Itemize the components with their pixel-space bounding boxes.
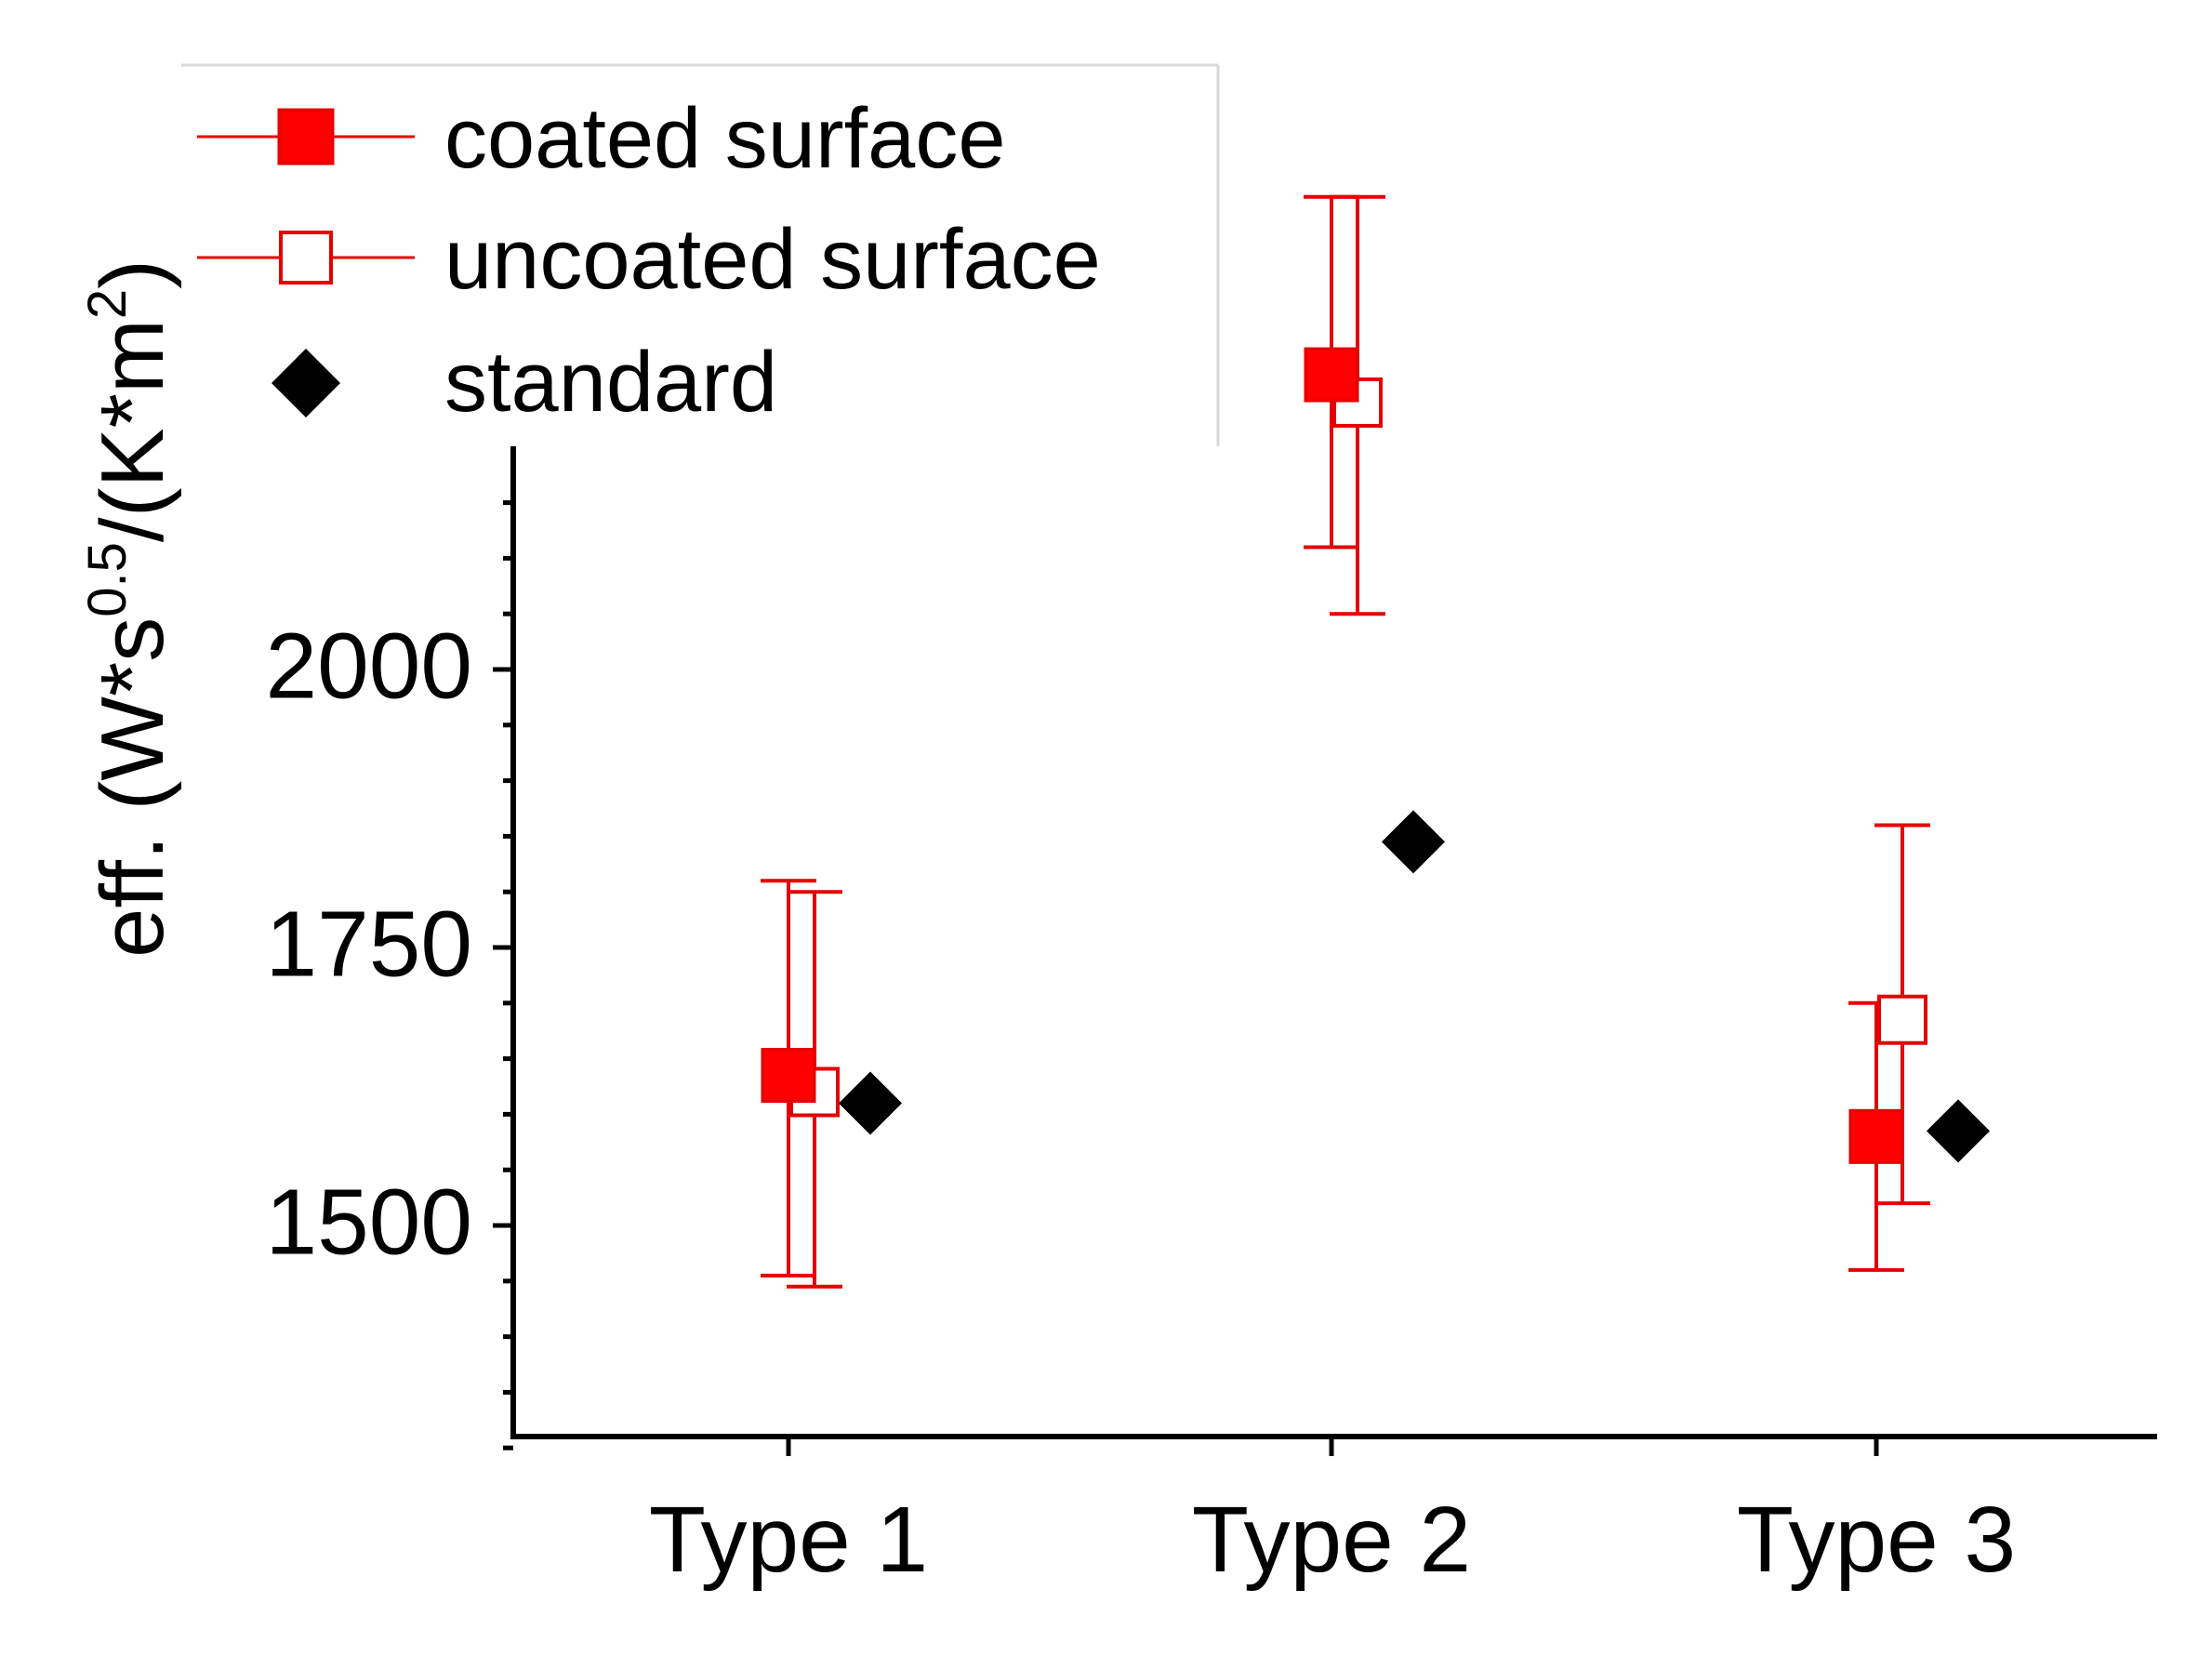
legend-background — [181, 65, 1218, 446]
plot-marks — [761, 194, 1990, 1289]
legend-label-standard: standard — [444, 335, 777, 430]
x-category-label: Type 2 — [1192, 1488, 1471, 1592]
legend-label-coated: coated surface — [444, 91, 1005, 186]
y-axis-title-suffix: ) — [83, 259, 182, 289]
y-axis-title: eff. (W*s0.5/(K*m2) — [77, 259, 182, 958]
y-tick-label: 1750 — [266, 892, 472, 996]
x-category-labels: Type 1 Type 2 Type 3 — [649, 1488, 2016, 1592]
y-axis-title-sup1: 0.5 — [77, 542, 138, 617]
y-tick-labels: 1500 1750 2000 — [266, 614, 472, 1274]
y-axis-title-prefix: eff. (W*s — [83, 617, 182, 958]
y-tick-label: 1500 — [266, 1170, 472, 1274]
y-tick-label: 2000 — [266, 614, 472, 718]
legend-item-uncoated: uncoated surface — [197, 212, 1101, 307]
y-axis-title-sup2: 2 — [77, 289, 138, 319]
svg-text:eff. (W*s0.5/(K*m2): eff. (W*s0.5/(K*m2) — [77, 259, 182, 958]
y-axis-title-middle: /(K*m — [83, 319, 182, 542]
axes — [510, 446, 2157, 1439]
standard-point — [839, 1071, 902, 1135]
legend: coated surface uncoated surface standard — [181, 63, 1220, 446]
coated-point — [1848, 1108, 1904, 1164]
legend-marker-diamond — [272, 349, 340, 417]
standard-point — [1382, 810, 1445, 874]
x-category-label: Type 1 — [649, 1488, 928, 1592]
coated-point — [761, 1048, 816, 1104]
legend-item-standard: standard — [272, 335, 777, 430]
legend-label-uncoated: uncoated surface — [444, 212, 1101, 307]
legend-item-coated: coated surface — [197, 91, 1005, 186]
x-ticks — [786, 1437, 1879, 1456]
standard-point — [1927, 1099, 1990, 1163]
legend-marker-filled-square — [277, 108, 335, 166]
legend-marker-open-square — [279, 231, 333, 285]
x-category-label: Type 3 — [1737, 1488, 2016, 1592]
coated-point — [1304, 347, 1359, 403]
uncoated-point — [1877, 994, 1927, 1045]
y-ticks — [493, 500, 513, 1450]
